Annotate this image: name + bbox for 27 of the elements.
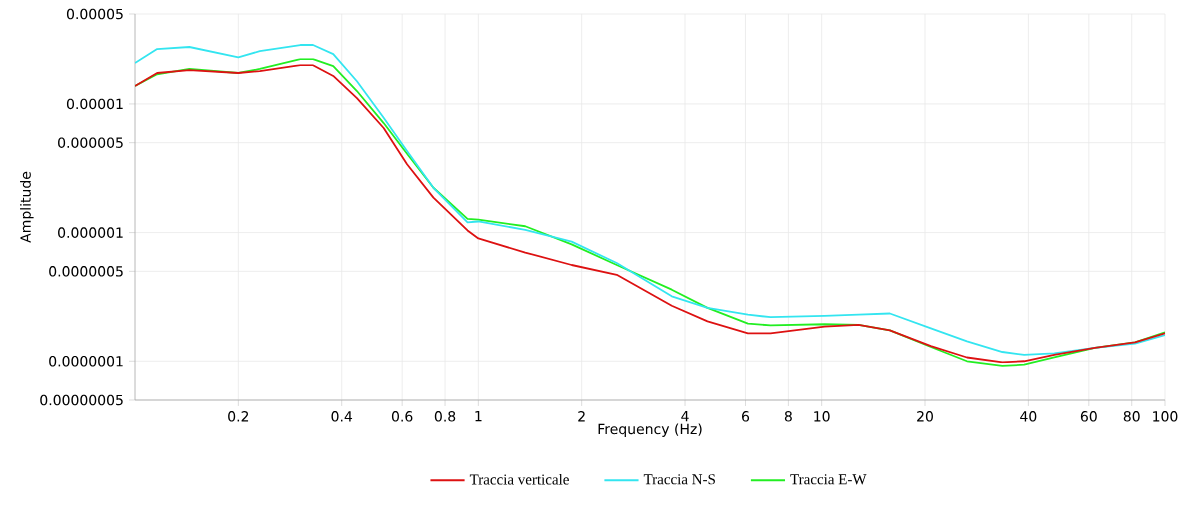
x-tick-label: 2 xyxy=(578,411,585,422)
x-tick-label: 60 xyxy=(1080,411,1097,422)
x-tick-label: 1 xyxy=(475,411,482,422)
y-tick-label: 0.000001 xyxy=(58,227,123,238)
x-tick-label: 4 xyxy=(681,411,689,422)
y-tick-label: 0.00005 xyxy=(66,8,123,20)
y-tick-label: 0.00001 xyxy=(66,98,123,110)
x-tick-label: 0.6 xyxy=(391,411,413,422)
x-tick-label: 6 xyxy=(742,411,750,422)
x-tick-label: 40 xyxy=(1020,411,1037,422)
legend-label: Traccia E-W xyxy=(790,474,867,485)
x-tick-label: 10 xyxy=(814,411,830,422)
x-axis-title: Frequency (Hz) xyxy=(598,423,702,437)
x-tick-label: 100 xyxy=(1153,411,1178,422)
x-tick-label: 0.8 xyxy=(434,411,456,422)
legend-label: Traccia N-S xyxy=(643,474,715,485)
x-tick-label: 0.4 xyxy=(331,411,353,422)
y-tick-label: 0.00000005 xyxy=(40,394,123,406)
x-tick-label: 0.2 xyxy=(228,411,249,422)
x-tick-label: 20 xyxy=(917,411,933,422)
y-tick-label: 0.0000001 xyxy=(49,355,123,367)
y-axis-title: Amplitude xyxy=(20,171,34,243)
x-tick-label: 8 xyxy=(784,411,792,422)
x-tick-label: 80 xyxy=(1123,411,1140,422)
legend-label: Traccia verticale xyxy=(469,474,569,485)
y-tick-label: 0.000005 xyxy=(58,137,123,148)
y-tick-label: 0.0000005 xyxy=(49,266,123,277)
